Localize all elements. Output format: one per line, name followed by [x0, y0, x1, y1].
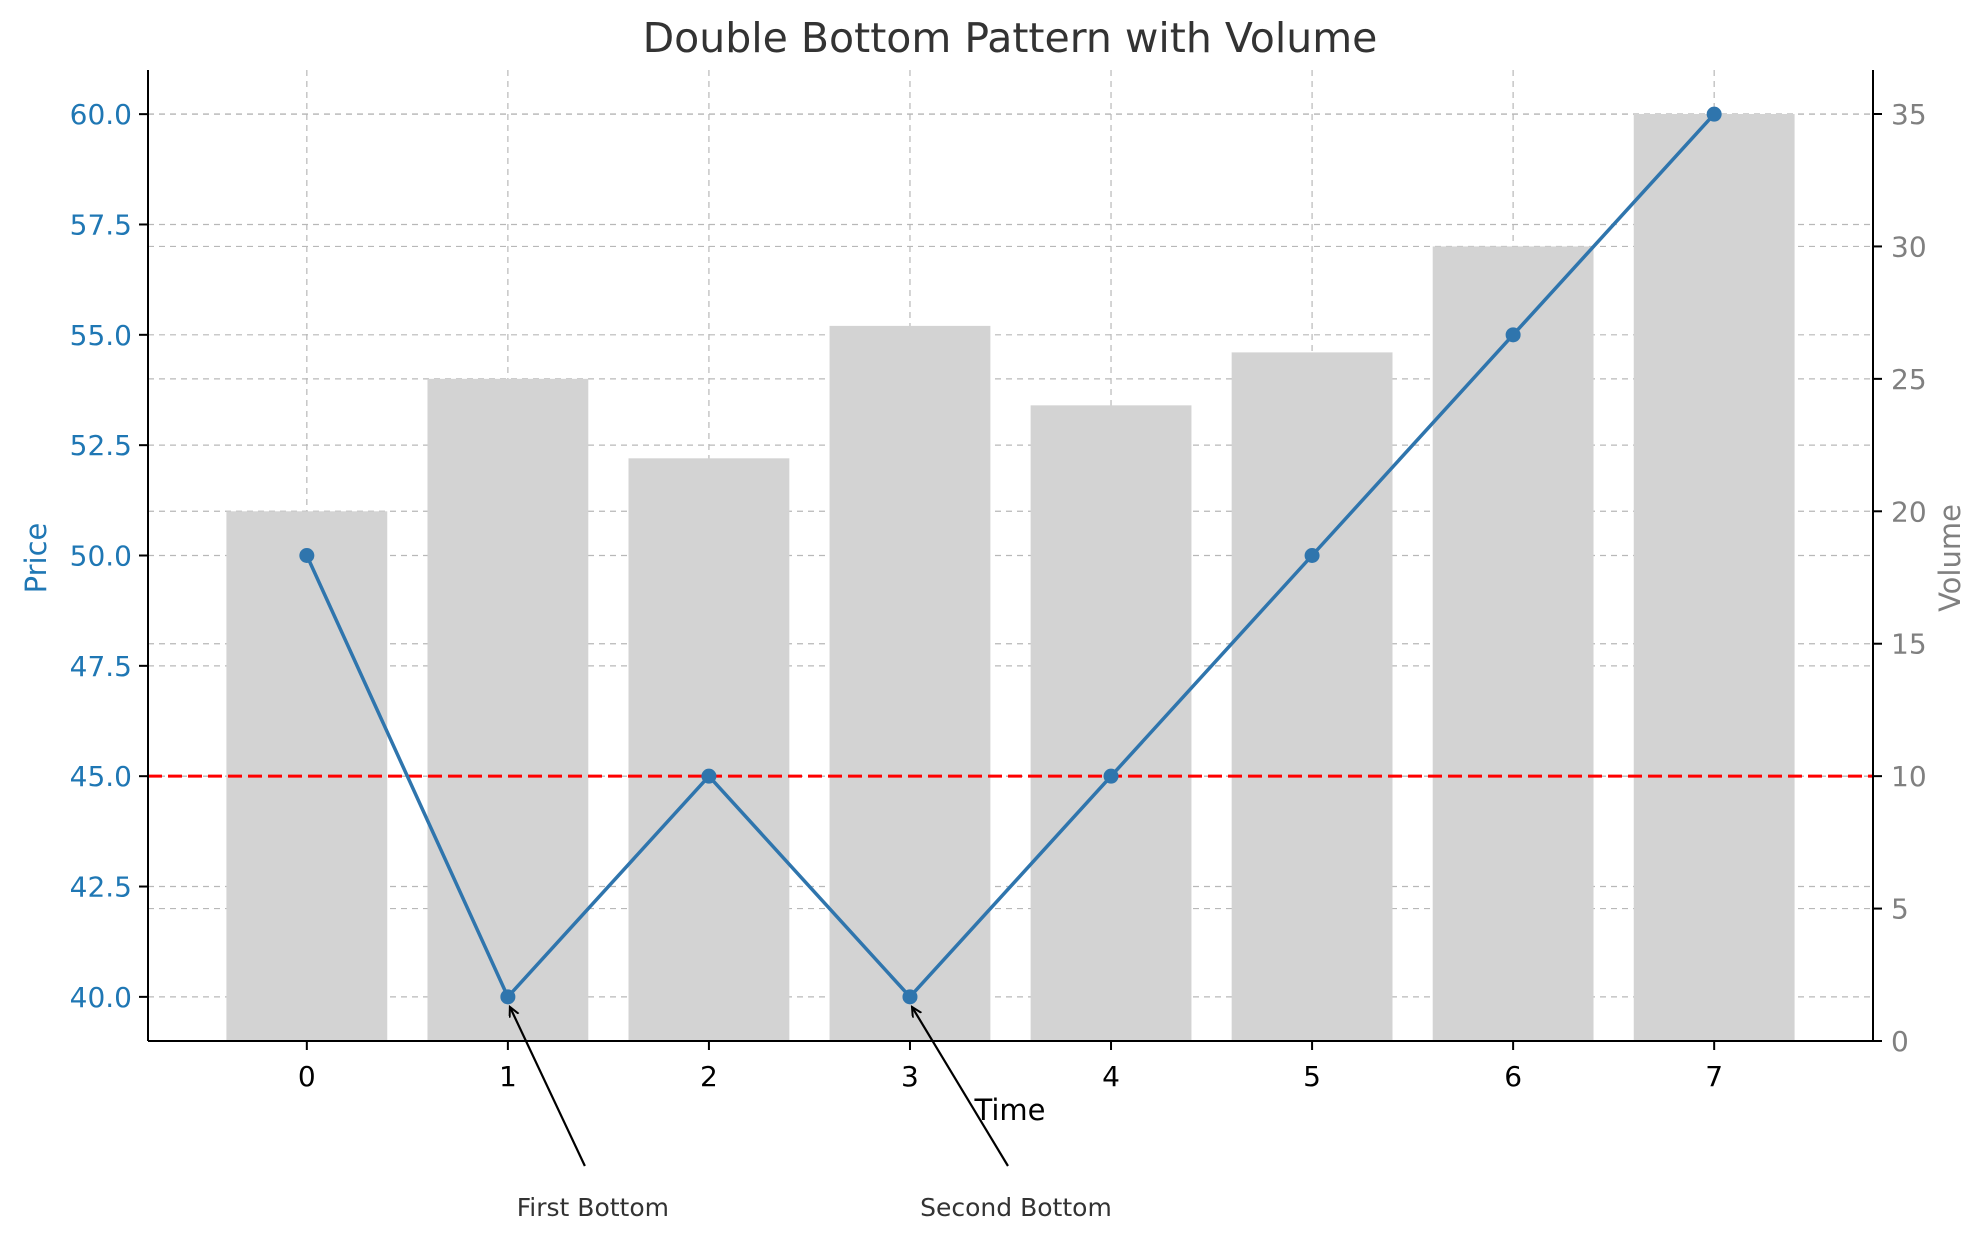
- y2-tick-label: 30: [1891, 230, 1927, 263]
- volume-bar: [427, 378, 589, 1041]
- y2-tick-label: 0: [1891, 1025, 1909, 1058]
- x-tick-label: 0: [298, 1060, 316, 1093]
- price-line: [305, 112, 1716, 999]
- y-tick-label: 40.0: [70, 981, 132, 1014]
- annotation-layer: First Bottom Second Bottom: [510, 1007, 1112, 1222]
- y-tick-label: 50.0: [70, 540, 132, 573]
- annotation-arrow: [912, 1007, 1009, 1167]
- y2-tick-label: 5: [1891, 893, 1909, 926]
- y2-tick-label: 10: [1891, 760, 1927, 793]
- volume-bar: [829, 325, 991, 1041]
- y-tick-label: 52.5: [70, 429, 132, 462]
- volume-bar: [628, 458, 790, 1041]
- annotation-label: First Bottom: [517, 1193, 669, 1222]
- y2-tick-label: 20: [1891, 495, 1927, 528]
- price-point: [1103, 768, 1119, 784]
- price-line-layer: [299, 106, 1722, 1005]
- y2-axis-title: Volume: [1933, 504, 1967, 612]
- y2-tick-label: 15: [1891, 628, 1927, 661]
- price-point: [500, 989, 516, 1005]
- price-point: [902, 989, 918, 1005]
- y-tick-label: 55.0: [70, 319, 132, 352]
- x-tick-label: 5: [1303, 1060, 1321, 1093]
- y-tick-label: 45.0: [70, 760, 132, 793]
- volume-bar: [1030, 405, 1192, 1041]
- y-tick-label: 60.0: [70, 98, 132, 131]
- y-tick-label: 57.5: [70, 208, 132, 241]
- volume-bar: [1231, 352, 1393, 1041]
- x-tick-label: 1: [499, 1060, 517, 1093]
- y2-tick-label: 25: [1891, 363, 1927, 396]
- price-point: [701, 768, 717, 784]
- chart-title: Double Bottom Pattern with Volume: [643, 14, 1378, 62]
- volume-bar: [1432, 246, 1594, 1041]
- price-point: [1505, 327, 1521, 343]
- y2-tick-label: 35: [1891, 98, 1927, 131]
- price-point: [1304, 548, 1320, 563]
- y-tick-label: 42.5: [70, 871, 132, 904]
- x-axis-title: Time: [974, 1093, 1046, 1127]
- price-point: [299, 548, 315, 563]
- x-tick-label: 3: [901, 1060, 919, 1093]
- volume-bars: [226, 114, 1795, 1041]
- annotation-label: Second Bottom: [920, 1193, 1112, 1222]
- annotation-arrow: [510, 1007, 586, 1167]
- volume-bar: [1633, 114, 1795, 1041]
- x-tick-label: 2: [700, 1060, 718, 1093]
- y-axis-title: Price: [19, 523, 53, 594]
- x-tick-label: 7: [1705, 1060, 1723, 1093]
- x-tick-label: 4: [1102, 1060, 1120, 1093]
- x-tick-label: 6: [1504, 1060, 1522, 1093]
- y-tick-label: 47.5: [70, 650, 132, 683]
- axes-layer: 40.042.545.047.550.052.555.057.560.00510…: [70, 70, 1927, 1093]
- grid-layer: [148, 70, 1873, 1042]
- price-point: [1706, 106, 1722, 122]
